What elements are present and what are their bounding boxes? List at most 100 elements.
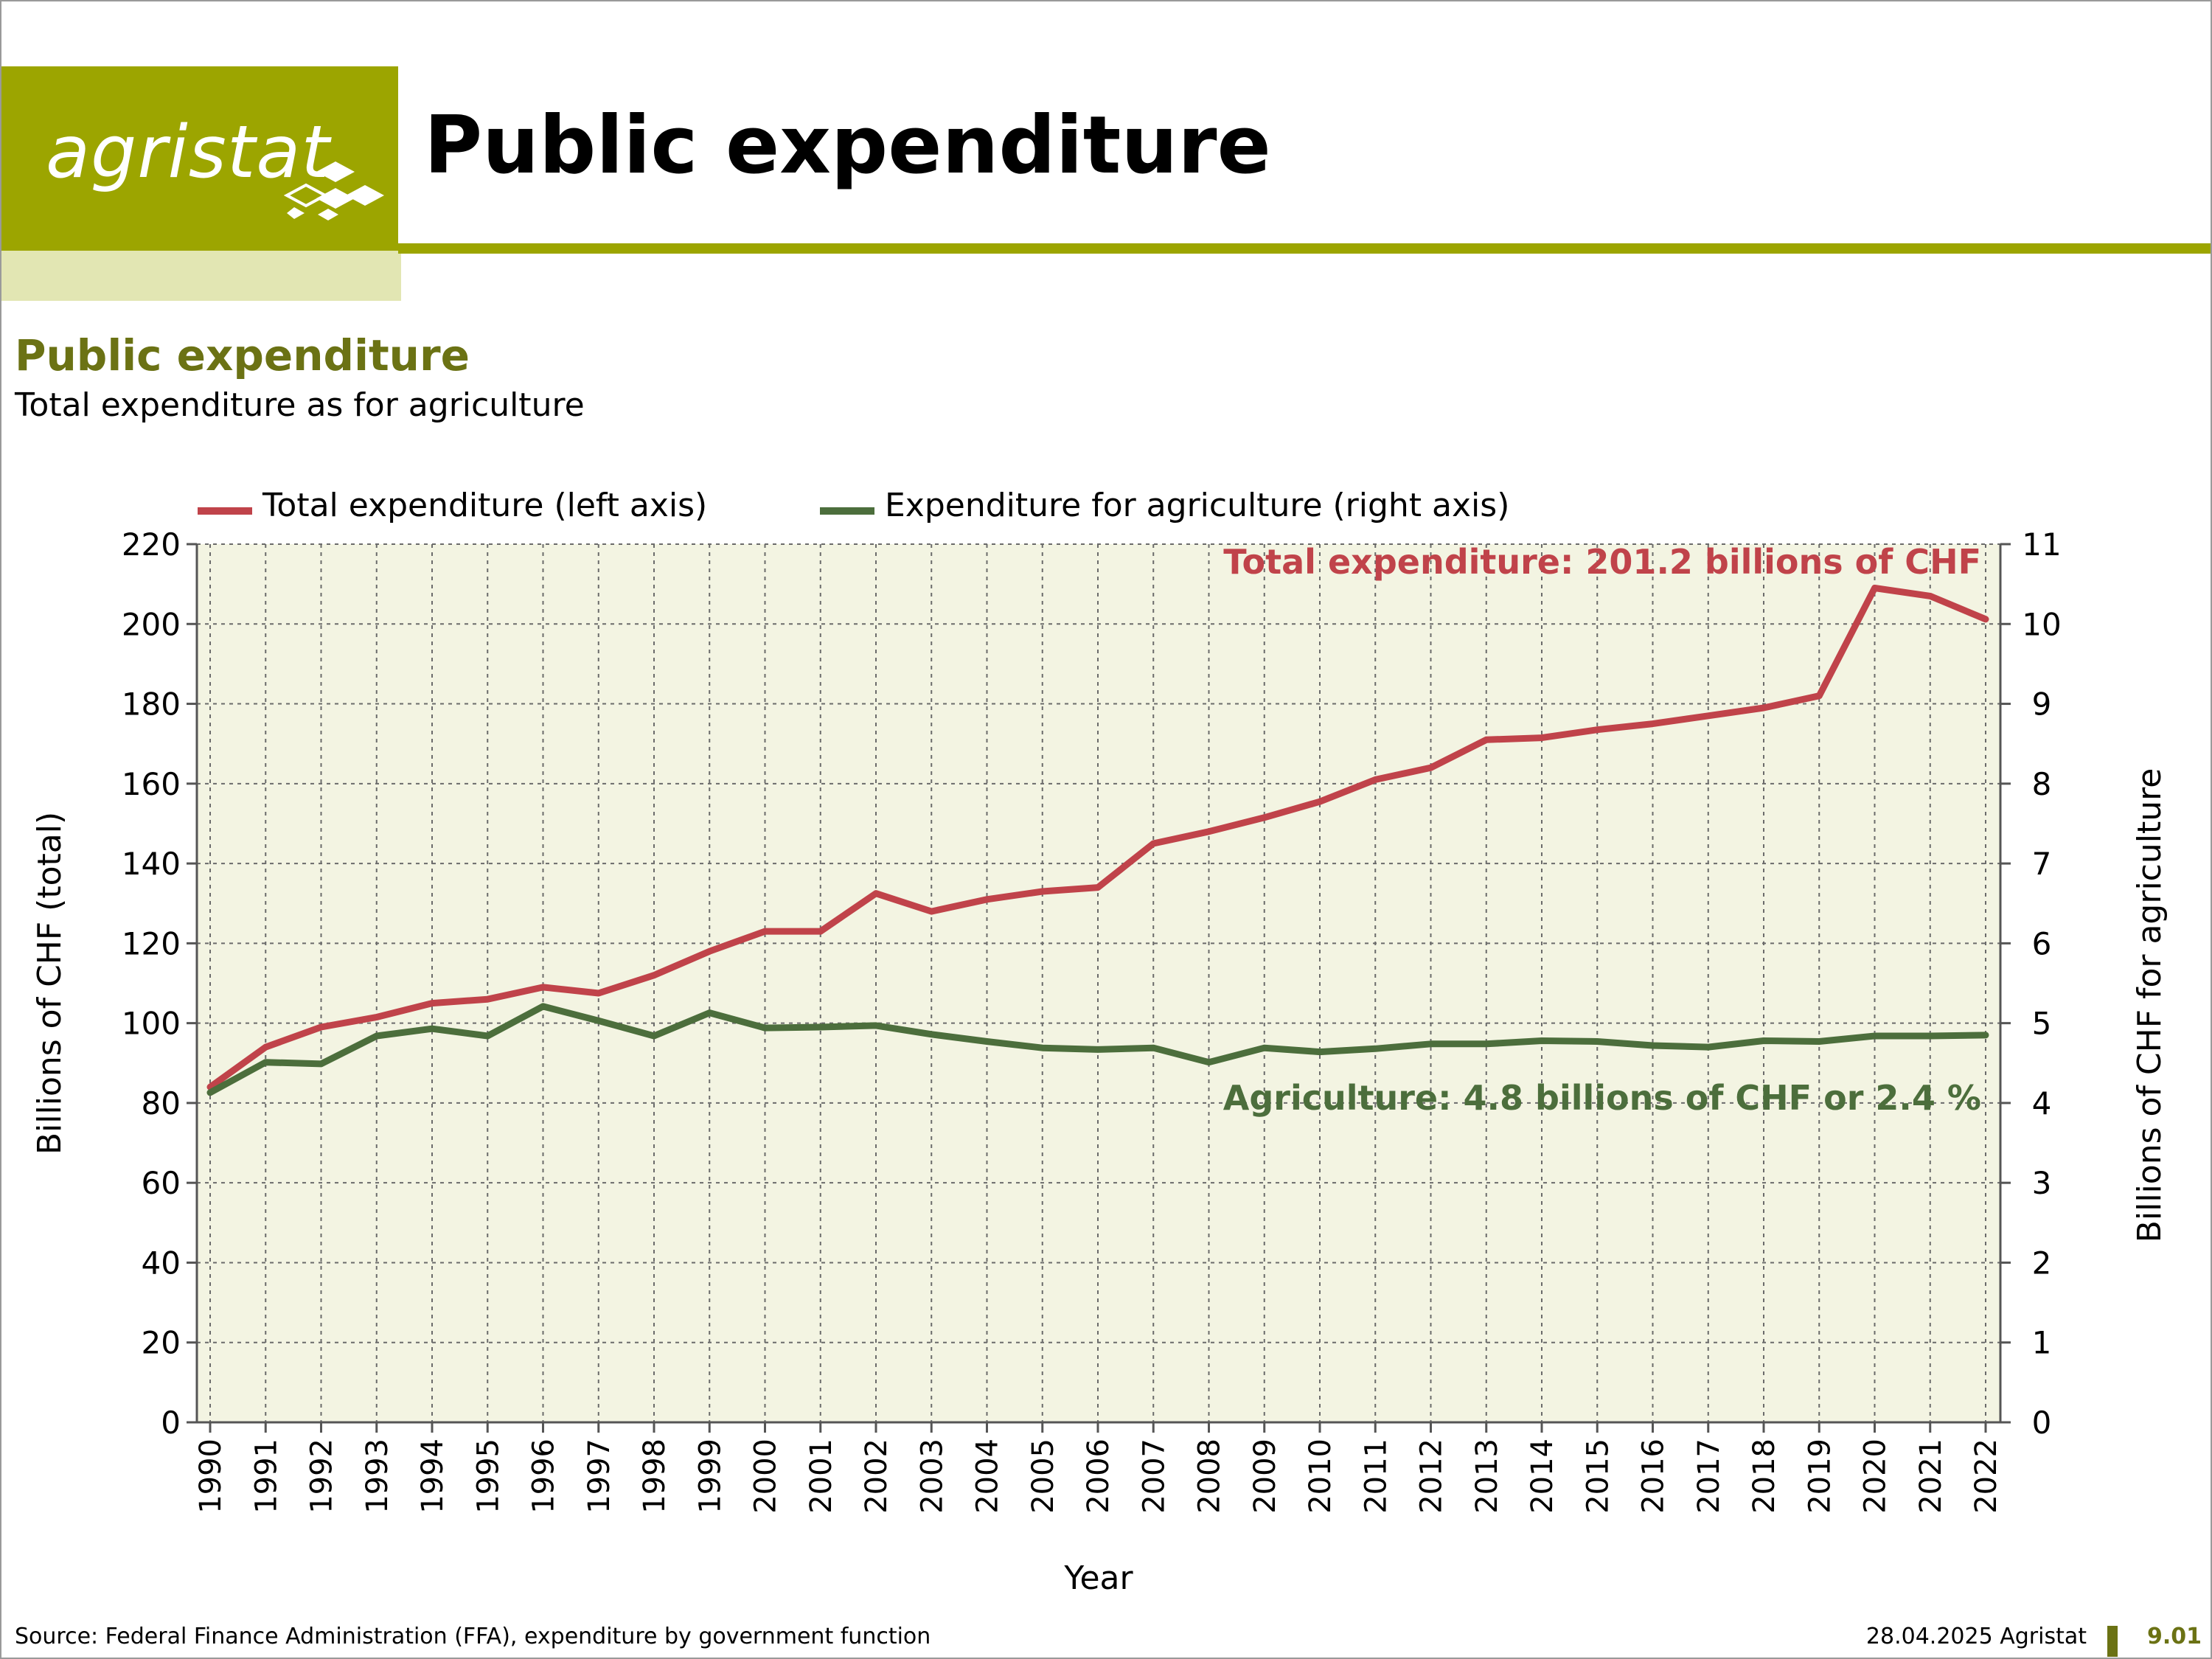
x-tick-label-group: 1993 xyxy=(361,1439,394,1514)
y-tick-label-right: 11 xyxy=(2022,526,2061,563)
logo-text: agristat xyxy=(46,111,330,195)
x-tick-label: 2016 xyxy=(1637,1439,1671,1514)
x-tick-label: 2009 xyxy=(1248,1439,1282,1514)
x-tick-label-group: 2006 xyxy=(1082,1439,1116,1514)
line-chart: 0204060801001201401601802002200123456789… xyxy=(31,526,2168,1597)
x-tick-label-group: 2003 xyxy=(915,1439,949,1514)
legend-swatch-agriculture xyxy=(820,507,874,515)
x-tick-label: 2000 xyxy=(749,1439,783,1514)
x-tick-label-group: 2014 xyxy=(1526,1439,1559,1514)
x-tick-label-group: 2010 xyxy=(1304,1439,1338,1514)
x-tick-label: 2017 xyxy=(1692,1439,1726,1514)
x-tick-label-group: 1999 xyxy=(693,1439,727,1514)
y-tick-label-right: 0 xyxy=(2032,1405,2052,1441)
y-tick-label-left: 100 xyxy=(122,1006,181,1042)
chart-title: Public expenditure xyxy=(15,330,470,380)
x-tick-label-group: 2011 xyxy=(1359,1439,1393,1514)
x-tick-label: 2022 xyxy=(1969,1439,2003,1514)
x-tick-label-group: 1994 xyxy=(416,1439,450,1514)
x-tick-label: 2010 xyxy=(1304,1439,1338,1514)
y-axis-title-left: Billions of CHF (total) xyxy=(31,812,69,1155)
x-tick-label-group: 2008 xyxy=(1193,1439,1227,1514)
chart-subtitle: Total expenditure as for agriculture xyxy=(15,386,585,424)
y-tick-label-right: 9 xyxy=(2032,686,2052,723)
y-tick-label-left: 220 xyxy=(122,526,181,563)
x-tick-label-group: 2018 xyxy=(1747,1439,1781,1514)
x-tick-label: 2019 xyxy=(1803,1439,1837,1514)
x-tick-label: 2020 xyxy=(1859,1439,1893,1514)
x-tick-label-group: 1991 xyxy=(249,1439,283,1514)
y-tick-label-left: 120 xyxy=(122,925,181,961)
x-tick-label-group: 2016 xyxy=(1637,1439,1671,1514)
y-tick-label-left: 60 xyxy=(142,1165,181,1201)
x-tick-label-group: 2022 xyxy=(1969,1439,2003,1514)
x-tick-label: 2007 xyxy=(1137,1439,1171,1514)
x-tick-label: 2021 xyxy=(1914,1439,1948,1514)
x-tick-label-group: 2012 xyxy=(1415,1439,1449,1514)
footer-date: 28.04.2025 Agristat xyxy=(1865,1624,2087,1649)
x-tick-label-group: 2004 xyxy=(971,1439,1005,1514)
x-tick-label: 1997 xyxy=(582,1439,616,1514)
page-title: Public expenditure xyxy=(424,100,1271,192)
y-tick-label-left: 180 xyxy=(122,686,181,723)
x-tick-label: 1998 xyxy=(638,1439,672,1514)
header-rule xyxy=(398,243,2211,254)
y-tick-label-left: 0 xyxy=(161,1405,181,1441)
x-tick-label-group: 1998 xyxy=(638,1439,672,1514)
x-tick-label-group: 1990 xyxy=(194,1439,228,1514)
x-tick-label-group: 2000 xyxy=(749,1439,783,1514)
x-tick-label: 1992 xyxy=(305,1439,339,1514)
page-number: 9.01 xyxy=(2147,1624,2202,1649)
x-tick-label: 1993 xyxy=(361,1439,394,1514)
logo-diamonds-icon xyxy=(284,161,384,220)
x-tick-label-group: 1996 xyxy=(527,1439,561,1514)
annotation-total: Total expenditure: 201.2 billions of CHF xyxy=(1223,542,1981,582)
x-tick-label: 1995 xyxy=(471,1439,505,1514)
x-tick-label-group: 2013 xyxy=(1470,1439,1504,1514)
x-tick-label-group: 2002 xyxy=(860,1439,894,1514)
y-axis-title-right: Billions of CHF for agriculture xyxy=(2131,768,2168,1243)
y-tick-label-left: 140 xyxy=(122,846,181,882)
agristat-logo xyxy=(1,66,398,251)
x-tick-label: 2013 xyxy=(1470,1439,1504,1514)
footer-divider xyxy=(2107,1626,2118,1657)
annotation-agriculture: Agriculture: 4.8 billions of CHF or 2.4 … xyxy=(1223,1078,1981,1118)
series-line-agriculture xyxy=(206,1003,1989,1096)
x-tick-label: 2008 xyxy=(1193,1439,1227,1514)
x-tick-label: 2018 xyxy=(1747,1439,1781,1514)
x-tick-label-group: 2009 xyxy=(1248,1439,1282,1514)
x-tick-label-group: 2001 xyxy=(804,1439,838,1514)
y-tick-label-right: 2 xyxy=(2032,1245,2052,1281)
x-tick-label: 2005 xyxy=(1026,1439,1060,1514)
x-tick-label: 1990 xyxy=(194,1439,228,1514)
x-tick-label-group: 2005 xyxy=(1026,1439,1060,1514)
y-tick-label-left: 160 xyxy=(122,766,181,802)
logo-underbar xyxy=(1,251,401,301)
y-tick-label-left: 20 xyxy=(142,1325,181,1361)
x-tick-label: 1996 xyxy=(527,1439,561,1514)
legend-label-agriculture: Expenditure for agriculture (right axis) xyxy=(885,487,1510,524)
y-tick-label-right: 4 xyxy=(2032,1085,2052,1121)
y-tick-label-right: 5 xyxy=(2032,1006,2052,1042)
y-tick-label-right: 8 xyxy=(2032,766,2052,802)
x-tick-label: 1991 xyxy=(249,1439,283,1514)
series-line-total xyxy=(206,585,1989,1091)
x-tick-label: 2011 xyxy=(1359,1439,1393,1514)
y-tick-label-left: 80 xyxy=(142,1085,181,1121)
x-tick-label-group: 1992 xyxy=(305,1439,339,1514)
x-tick-label-group: 2020 xyxy=(1859,1439,1893,1514)
y-tick-label-right: 10 xyxy=(2022,606,2061,642)
x-tick-label-group: 1995 xyxy=(471,1439,505,1514)
x-tick-label: 2002 xyxy=(860,1439,894,1514)
x-axis-title: Year xyxy=(1063,1559,1133,1597)
x-tick-label-group: 2007 xyxy=(1137,1439,1171,1514)
y-tick-label-left: 200 xyxy=(122,606,181,642)
legend-label-total: Total expenditure (left axis) xyxy=(262,487,708,524)
y-tick-label-right: 1 xyxy=(2032,1325,2052,1361)
y-tick-label-right: 3 xyxy=(2032,1165,2052,1201)
x-tick-label-group: 2021 xyxy=(1914,1439,1948,1514)
y-tick-label-left: 40 xyxy=(142,1245,181,1281)
x-tick-label: 1999 xyxy=(693,1439,727,1514)
x-tick-label-group: 2019 xyxy=(1803,1439,1837,1514)
